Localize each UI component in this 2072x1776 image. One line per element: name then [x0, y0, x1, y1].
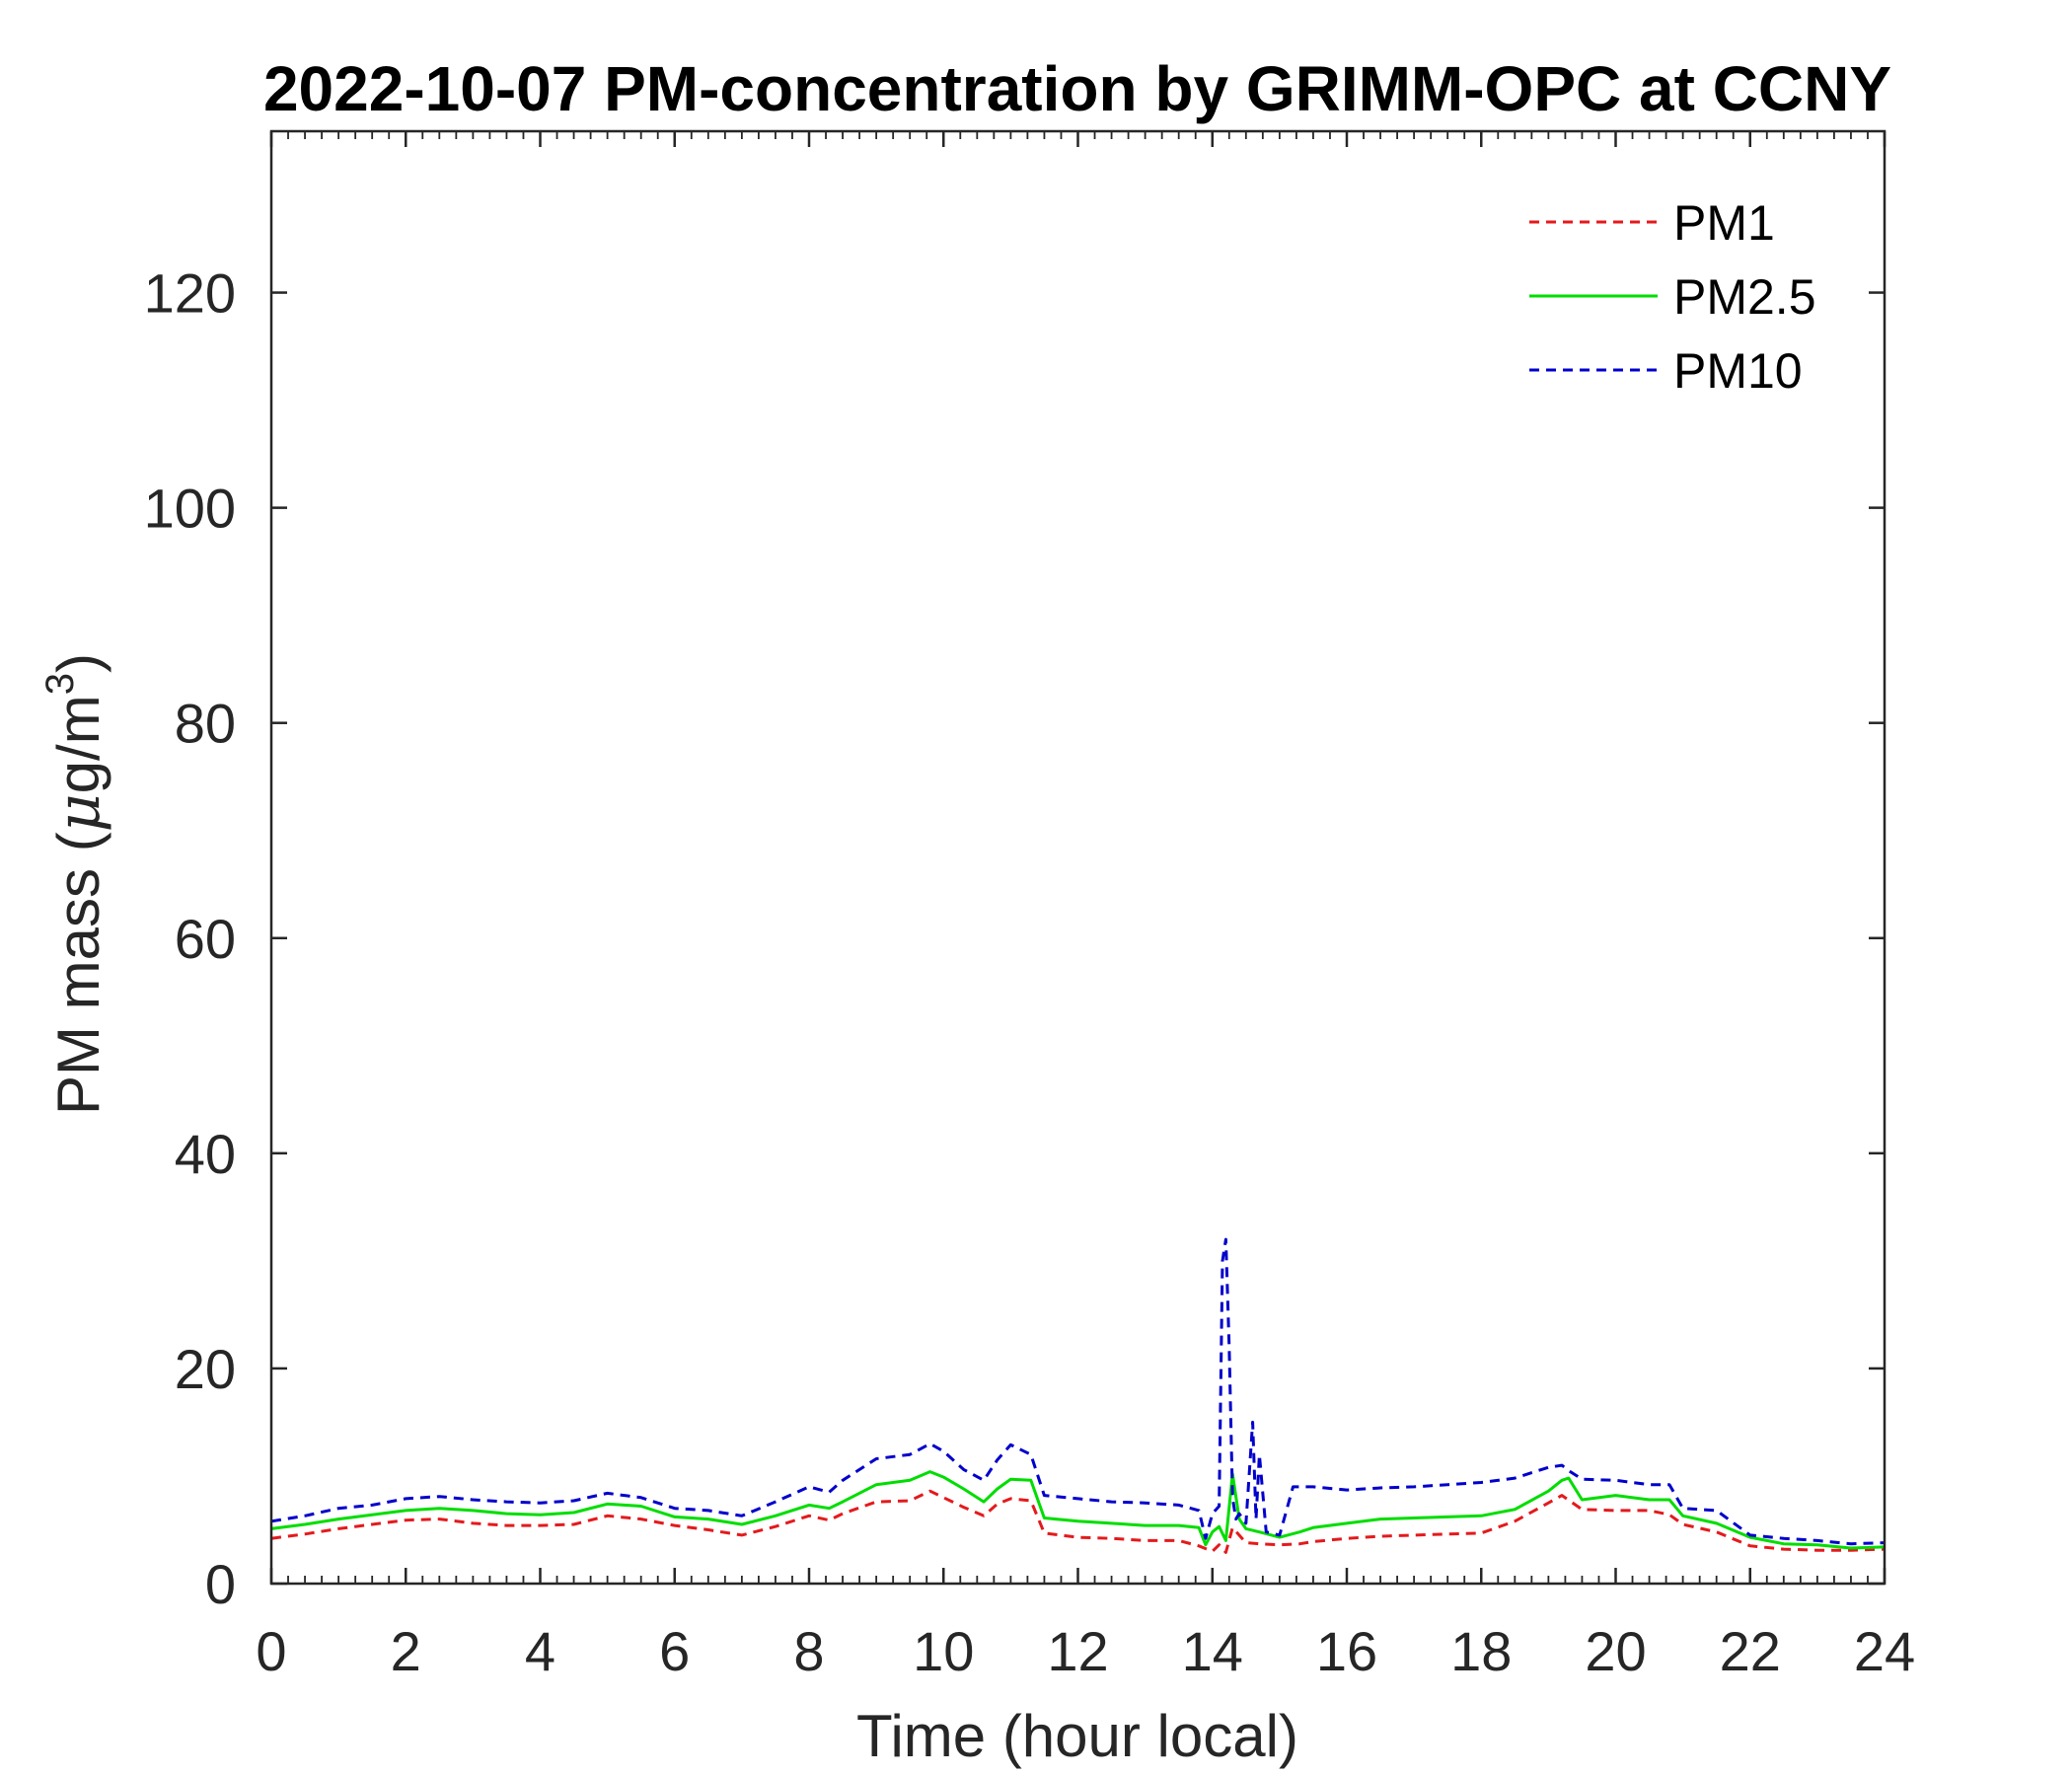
x-tick-label: 18 — [1450, 1620, 1512, 1682]
legend-label-pm2-5: PM2.5 — [1673, 269, 1816, 325]
series-line-pm2-5 — [270, 1470, 1886, 1550]
y-axis-label-suffix: ) — [45, 653, 111, 673]
legend: PM1 PM2.5 PM10 — [1529, 195, 1816, 399]
x-tick-label: 14 — [1182, 1620, 1243, 1682]
y-axis-label-prefix: PM mass ( — [45, 832, 111, 1115]
legend-label-pm10: PM10 — [1673, 343, 1803, 399]
x-tick-label: 10 — [913, 1620, 974, 1682]
legend-label-pm1: PM1 — [1673, 195, 1775, 251]
y-axis-label-mu: μ — [44, 793, 113, 832]
y-tick-label: 0 — [205, 1553, 236, 1615]
y-tick-label: 20 — [175, 1338, 236, 1400]
x-tick-label: 0 — [256, 1620, 286, 1682]
x-tick-label: 6 — [659, 1620, 690, 1682]
x-tick-label: 12 — [1047, 1620, 1108, 1682]
x-tick-label: 24 — [1854, 1620, 1915, 1682]
y-axis-label: PM mass (μg/m3) — [38, 653, 113, 1115]
x-axis-label: Time (hour local) — [856, 1703, 1298, 1769]
axes-box — [269, 129, 1887, 1586]
series-line-pm1 — [270, 1489, 1886, 1554]
x-tick-label: 2 — [391, 1620, 421, 1682]
y-tick-label: 40 — [175, 1123, 236, 1185]
data-series — [270, 1237, 1886, 1554]
y-axis-label-superscript: 3 — [38, 673, 82, 695]
y-tick-label: 120 — [144, 262, 236, 325]
x-tick-label: 22 — [1720, 1620, 1781, 1682]
x-tick-label: 20 — [1585, 1620, 1646, 1682]
x-tick-label: 4 — [525, 1620, 555, 1682]
x-tick-label: 16 — [1316, 1620, 1377, 1682]
chart-title: 2022-10-07 PM-concentration by GRIMM-OPC… — [263, 53, 1891, 124]
y-tick-label: 60 — [175, 908, 236, 970]
y-tick-label: 100 — [144, 478, 236, 540]
x-tick-label: 8 — [793, 1620, 824, 1682]
y-axis-label-unit: g/m — [45, 695, 111, 793]
y-tick-label: 80 — [175, 693, 236, 755]
